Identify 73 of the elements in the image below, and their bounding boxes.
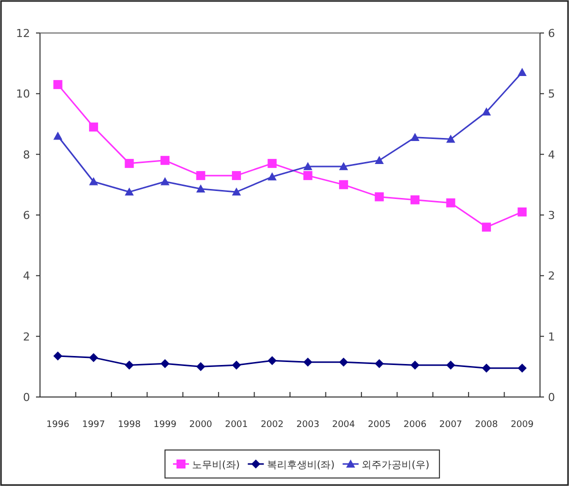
point [446,198,456,208]
point [53,132,62,140]
y2-tick-label: 0 [548,391,555,404]
point [196,362,206,372]
point [268,158,277,168]
x-tick-label: 2003 [296,420,320,430]
x-tick-label: 2001 [224,420,248,430]
point [410,360,420,370]
x-tick-label: 2006 [404,420,427,430]
y2-tick-label: 5 [548,88,555,101]
y2-tick-label: 3 [548,209,555,222]
point [482,107,491,116]
point [196,184,206,193]
point [268,356,277,366]
x-tick-label: 1996 [46,420,70,430]
legend-label: 외주가공비(우) [362,460,430,471]
point [232,360,241,370]
point [410,132,420,141]
point [374,156,384,164]
x-tick-label: 2007 [439,420,462,430]
x-tick-label: 2002 [260,420,284,430]
y-tick-label: 4 [23,270,30,283]
point [518,68,527,76]
x-tick-label: 2008 [474,420,498,430]
point [160,177,170,186]
point [339,358,348,367]
x-tick-label: 2000 [189,420,212,430]
point [268,172,277,180]
y2-tick-label: 6 [548,27,555,40]
x-tick-label: 2009 [510,420,534,430]
y2-tick-label: 1 [548,330,555,344]
point [89,177,98,186]
point [160,359,170,368]
y-tick-label: 2 [23,330,30,344]
point [53,80,62,90]
point [89,122,98,132]
x-tick-label: 1998 [118,420,142,430]
point [89,353,98,362]
point [303,171,312,180]
x-tick-label: 1999 [154,420,177,430]
point [232,187,241,196]
point [53,352,62,361]
point [303,162,312,170]
y2-tick-label: 2 [548,270,555,283]
x-tick-label: 1997 [82,420,106,430]
point [374,192,384,202]
point [446,360,456,370]
point [482,364,491,373]
point [124,360,134,370]
x-tick-label: 2004 [332,420,356,430]
point [410,195,420,204]
y2-tick-label: 4 [548,148,555,162]
point [446,134,456,143]
point [518,364,527,373]
y-tick-label: 0 [23,391,30,404]
y-tick-label: 6 [23,209,30,222]
point [160,156,170,165]
point [374,359,384,368]
legend-label: 노무비(좌) [192,460,240,471]
point [124,187,134,196]
point [339,162,348,170]
y-tick-label: 10 [16,88,30,101]
point [232,171,241,180]
point [518,207,527,216]
point [196,171,206,180]
legend-label: 복리후생비(좌) [266,460,335,471]
y-tick-label: 12 [16,27,30,40]
point [339,180,348,190]
x-tick-label: 2005 [368,420,391,430]
point [482,222,491,232]
y-tick-label: 8 [23,148,30,162]
point [303,358,312,367]
point [124,158,134,168]
